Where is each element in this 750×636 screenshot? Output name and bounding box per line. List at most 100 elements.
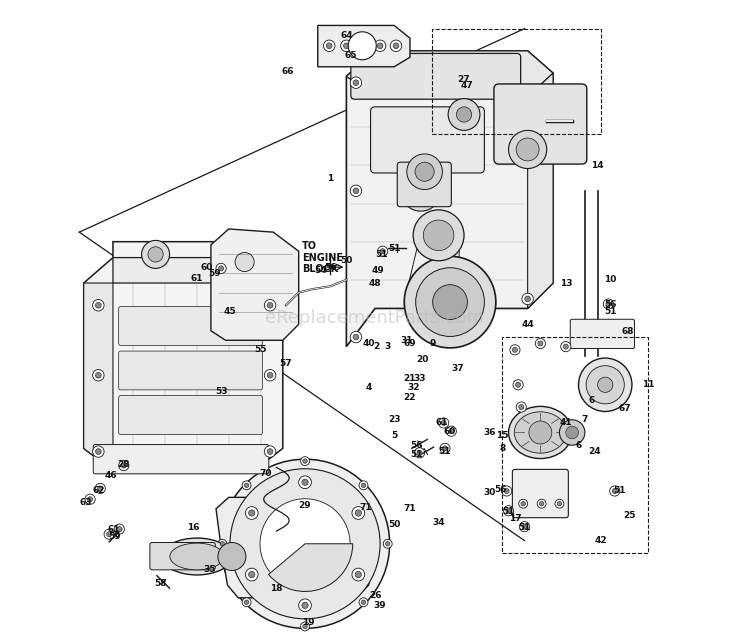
Circle shape <box>538 341 543 346</box>
Circle shape <box>95 448 101 454</box>
Circle shape <box>230 469 380 619</box>
Text: 3: 3 <box>385 342 391 351</box>
Circle shape <box>386 542 390 546</box>
Text: 23: 23 <box>388 415 400 424</box>
Text: 61: 61 <box>436 418 448 427</box>
Text: eReplacementParts.com: eReplacementParts.com <box>266 309 484 327</box>
Text: 8: 8 <box>499 444 506 453</box>
Text: 65: 65 <box>344 52 357 60</box>
Circle shape <box>248 571 255 577</box>
Text: 60: 60 <box>200 263 213 272</box>
Text: 51: 51 <box>375 250 388 259</box>
Circle shape <box>578 358 632 411</box>
Circle shape <box>440 443 450 453</box>
Text: 2: 2 <box>374 342 380 351</box>
Text: 19: 19 <box>302 618 314 626</box>
Circle shape <box>374 40 386 52</box>
Circle shape <box>92 370 104 381</box>
Polygon shape <box>318 25 410 67</box>
Text: 50: 50 <box>340 256 352 265</box>
Circle shape <box>506 508 511 513</box>
Circle shape <box>344 43 350 48</box>
Circle shape <box>352 568 364 581</box>
Circle shape <box>519 404 524 410</box>
FancyBboxPatch shape <box>118 351 262 390</box>
Circle shape <box>502 486 512 496</box>
Circle shape <box>512 347 517 352</box>
Circle shape <box>557 501 562 506</box>
Circle shape <box>380 249 386 254</box>
Circle shape <box>525 296 530 301</box>
Text: 71: 71 <box>404 504 416 513</box>
Text: 25: 25 <box>623 511 636 520</box>
Circle shape <box>603 299 613 309</box>
Circle shape <box>264 446 276 457</box>
Text: 56: 56 <box>410 441 422 450</box>
Circle shape <box>218 543 246 570</box>
FancyBboxPatch shape <box>93 445 268 474</box>
Text: 11: 11 <box>642 380 655 389</box>
Circle shape <box>122 463 126 468</box>
Circle shape <box>390 40 402 52</box>
FancyBboxPatch shape <box>118 396 262 434</box>
Text: 7: 7 <box>582 415 588 424</box>
Text: 51: 51 <box>604 307 616 316</box>
Circle shape <box>612 488 617 494</box>
Text: 6: 6 <box>575 441 582 450</box>
Circle shape <box>400 170 441 211</box>
Circle shape <box>510 345 520 355</box>
Circle shape <box>350 331 361 343</box>
Text: 54: 54 <box>315 266 327 275</box>
Circle shape <box>118 460 129 471</box>
Circle shape <box>529 421 552 444</box>
Text: 37: 37 <box>452 364 464 373</box>
Circle shape <box>457 107 472 122</box>
Text: 63: 63 <box>80 498 92 507</box>
Circle shape <box>610 486 620 496</box>
Text: 58: 58 <box>154 579 167 588</box>
Circle shape <box>260 499 350 589</box>
Text: 6: 6 <box>588 396 594 405</box>
Circle shape <box>242 598 251 607</box>
Text: 18: 18 <box>270 584 283 593</box>
Circle shape <box>303 625 307 628</box>
Circle shape <box>509 130 547 169</box>
Text: 53: 53 <box>214 387 227 396</box>
Circle shape <box>515 382 520 387</box>
FancyBboxPatch shape <box>150 543 215 570</box>
Circle shape <box>95 302 101 308</box>
Circle shape <box>525 149 530 155</box>
Circle shape <box>393 43 399 48</box>
Circle shape <box>561 342 571 352</box>
Circle shape <box>92 300 104 311</box>
Circle shape <box>560 420 585 445</box>
Circle shape <box>301 457 310 466</box>
Circle shape <box>114 524 125 534</box>
Circle shape <box>519 499 528 508</box>
Circle shape <box>536 338 545 349</box>
Circle shape <box>563 344 568 349</box>
Circle shape <box>415 448 424 458</box>
Circle shape <box>220 459 390 628</box>
Circle shape <box>245 507 258 520</box>
Circle shape <box>302 479 308 485</box>
Text: 21: 21 <box>404 374 416 383</box>
Text: 71: 71 <box>359 503 372 512</box>
Text: 31: 31 <box>400 336 413 345</box>
Text: 61: 61 <box>108 525 121 534</box>
Text: 35: 35 <box>203 565 216 574</box>
Circle shape <box>264 370 276 381</box>
Text: 27: 27 <box>458 75 470 84</box>
Circle shape <box>353 188 358 193</box>
Circle shape <box>358 40 369 52</box>
Text: 44: 44 <box>521 320 534 329</box>
Text: 45: 45 <box>224 307 236 316</box>
Circle shape <box>521 501 526 506</box>
Circle shape <box>423 220 454 251</box>
Circle shape <box>340 40 352 52</box>
Bar <box>432 29 601 134</box>
Circle shape <box>439 418 448 428</box>
Circle shape <box>95 483 105 494</box>
Text: 51: 51 <box>614 487 626 495</box>
Circle shape <box>417 450 422 455</box>
